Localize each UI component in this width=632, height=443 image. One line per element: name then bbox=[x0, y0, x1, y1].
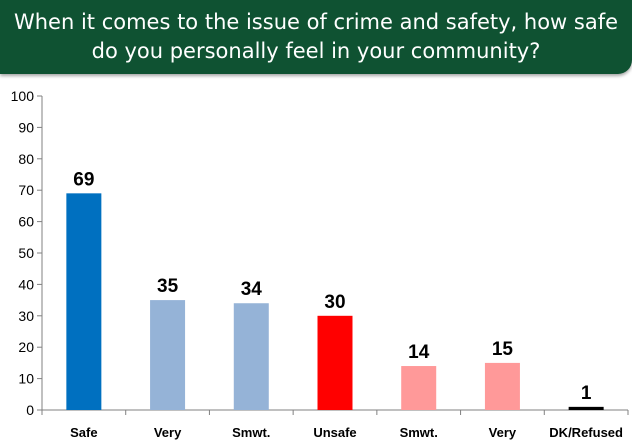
data-label: 30 bbox=[324, 292, 345, 313]
x-category-label: Safe bbox=[70, 425, 97, 440]
y-tick-label: 80 bbox=[18, 151, 34, 167]
bar bbox=[401, 366, 437, 410]
x-category-label: DK/Refused bbox=[549, 425, 623, 440]
y-tick-label: 30 bbox=[18, 308, 34, 324]
data-label: 35 bbox=[157, 276, 179, 297]
y-tick-label: 20 bbox=[18, 339, 34, 355]
data-label: 1 bbox=[581, 383, 592, 404]
x-category-label: Very bbox=[489, 425, 517, 440]
y-tick-label: 70 bbox=[18, 182, 34, 198]
bar bbox=[233, 303, 269, 410]
bar bbox=[66, 193, 102, 410]
chart-title-banner: When it comes to the issue of crime and … bbox=[0, 0, 632, 74]
y-tick-label: 10 bbox=[18, 371, 34, 387]
y-tick-label: 60 bbox=[18, 214, 34, 230]
data-label: 14 bbox=[408, 342, 430, 363]
x-category-label: Smwt. bbox=[400, 425, 438, 440]
y-tick-label: 100 bbox=[11, 88, 35, 104]
bar bbox=[484, 362, 520, 410]
data-label: 69 bbox=[73, 169, 94, 190]
y-tick-label: 40 bbox=[18, 276, 34, 292]
data-label: 15 bbox=[492, 339, 514, 360]
chart-title-line-1: When it comes to the issue of crime and … bbox=[13, 10, 619, 34]
chart-title-line-2: do you personally feel in your community… bbox=[91, 39, 541, 63]
x-category-label: Unsafe bbox=[313, 425, 356, 440]
bar bbox=[568, 406, 604, 410]
y-tick-label: 50 bbox=[18, 245, 34, 261]
data-label: 34 bbox=[241, 279, 263, 300]
x-category-label: Smwt. bbox=[232, 425, 270, 440]
y-tick-label: 90 bbox=[18, 119, 34, 135]
bar bbox=[317, 315, 353, 410]
x-category-label: Very bbox=[154, 425, 182, 440]
bar bbox=[150, 300, 186, 410]
y-tick-label: 0 bbox=[26, 402, 34, 418]
